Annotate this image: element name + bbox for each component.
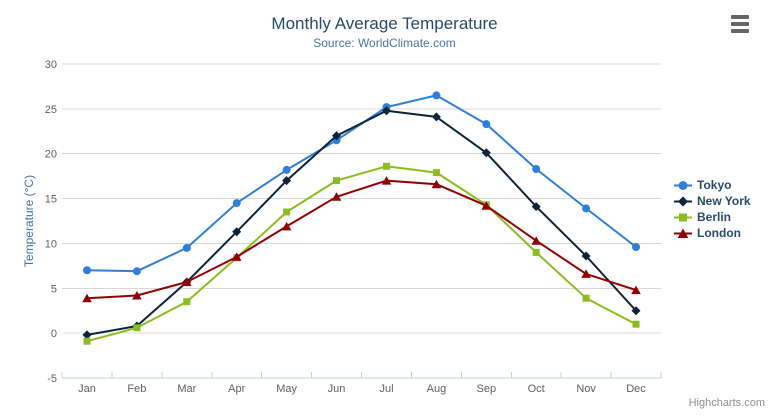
data-point-new-york-may[interactable] — [282, 176, 292, 186]
data-point-london-aug[interactable] — [431, 179, 442, 189]
data-point-new-york-oct[interactable] — [531, 202, 541, 212]
hamburger-icon — [731, 22, 749, 26]
x-axis-label: Jan — [78, 383, 96, 395]
legend-marker-tokyo[interactable] — [678, 180, 688, 190]
data-point-london-feb[interactable] — [132, 291, 142, 300]
data-point-new-york-nov[interactable] — [581, 251, 591, 261]
x-axis-label: Apr — [228, 383, 245, 395]
data-point-london-oct[interactable] — [531, 236, 541, 245]
x-axis-label: Aug — [427, 383, 447, 395]
y-axis-label: 20 — [45, 149, 57, 161]
legend-item-new-york[interactable]: New York — [674, 193, 751, 209]
data-point-berlin-dec[interactable] — [632, 320, 640, 328]
tokyo-circle-icon — [674, 180, 692, 190]
y-axis-label: 0 — [51, 328, 57, 340]
data-point-london-mar[interactable] — [182, 277, 192, 287]
data-point-berlin-feb[interactable] — [133, 324, 141, 332]
data-point-tokyo-jan[interactable] — [83, 266, 91, 275]
data-point-tokyo-feb[interactable] — [132, 267, 141, 276]
chart-subtitle: Source: WorldClimate.com — [313, 36, 456, 50]
data-point-berlin-jul[interactable] — [383, 162, 390, 170]
credits-link[interactable]: Highcharts.com — [688, 397, 765, 409]
legend-label: Tokyo — [697, 178, 732, 192]
hamburger-icon — [731, 29, 749, 33]
data-point-tokyo-apr[interactable] — [232, 199, 241, 208]
series-line-berlin[interactable] — [86, 165, 637, 343]
x-axis-label: May — [276, 383, 297, 395]
london-triangle-icon — [674, 228, 692, 238]
x-axis-label: Dec — [626, 383, 646, 395]
y-axis-label: 10 — [45, 238, 57, 250]
y-axis-label: 30 — [45, 59, 57, 71]
data-point-london-apr[interactable] — [231, 252, 242, 261]
new-york-diamond-icon — [674, 196, 692, 206]
data-point-new-york-aug[interactable] — [431, 112, 441, 122]
legend-item-berlin[interactable]: Berlin — [674, 209, 751, 225]
series-line-new-york[interactable] — [86, 109, 637, 336]
x-axis-label: Nov — [576, 383, 596, 395]
berlin-square-icon — [674, 213, 692, 221]
data-point-tokyo-aug[interactable] — [432, 91, 441, 100]
data-point-new-york-jan[interactable] — [82, 330, 92, 340]
series-line-london[interactable] — [86, 179, 637, 300]
x-axis-label: Jun — [328, 383, 346, 395]
data-point-new-york-sep[interactable] — [481, 148, 491, 158]
legend-marker-berlin[interactable] — [679, 213, 687, 221]
legend-item-london[interactable]: London — [674, 225, 751, 241]
chart-title: Monthly Average Temperature — [271, 14, 498, 33]
y-axis-label: 15 — [45, 194, 57, 206]
data-point-tokyo-oct[interactable] — [532, 165, 541, 173]
legend-label: Berlin — [697, 210, 732, 224]
y-axis-label: 25 — [45, 104, 57, 116]
data-point-berlin-oct[interactable] — [532, 248, 540, 256]
y-axis-label: 5 — [51, 283, 57, 295]
data-point-london-sep[interactable] — [481, 201, 492, 210]
data-point-london-nov[interactable] — [581, 269, 591, 278]
data-point-berlin-mar[interactable] — [183, 298, 191, 306]
data-point-london-may[interactable] — [281, 221, 292, 231]
data-point-london-jul[interactable] — [381, 176, 392, 185]
x-axis-label: Jul — [379, 383, 393, 395]
x-axis-label: Mar — [177, 383, 196, 395]
data-point-london-jan[interactable] — [82, 293, 92, 303]
y-axis-label: -5 — [47, 373, 57, 385]
x-axis-label: Oct — [528, 383, 545, 395]
data-point-tokyo-nov[interactable] — [582, 204, 591, 213]
export-menu-button[interactable] — [731, 15, 749, 33]
legend-marker-london[interactable] — [677, 228, 689, 238]
data-point-berlin-may[interactable] — [283, 208, 291, 216]
data-point-berlin-jun[interactable] — [333, 177, 340, 185]
data-point-tokyo-dec[interactable] — [632, 243, 640, 251]
data-point-london-dec[interactable] — [631, 285, 641, 295]
x-axis-label: Sep — [477, 383, 497, 395]
data-point-new-york-jun[interactable] — [332, 131, 341, 141]
data-point-new-york-jul[interactable] — [382, 106, 391, 116]
data-point-berlin-jan[interactable] — [83, 337, 91, 345]
legend: Tokyo New York Berlin London — [674, 177, 751, 241]
data-point-berlin-aug[interactable] — [432, 169, 440, 177]
hamburger-icon — [731, 15, 749, 19]
y-axis-title: Temperature (°C) — [22, 175, 36, 267]
series-line-tokyo[interactable] — [86, 94, 637, 273]
legend-marker-new-york[interactable] — [678, 196, 688, 206]
data-point-tokyo-mar[interactable] — [182, 243, 191, 252]
data-point-tokyo-sep[interactable] — [482, 120, 491, 129]
x-axis-label: Feb — [127, 383, 146, 395]
legend-label: London — [697, 226, 741, 240]
data-point-tokyo-may[interactable] — [282, 165, 291, 174]
data-point-london-jun[interactable] — [331, 192, 342, 201]
legend-label: New York — [697, 194, 751, 208]
data-point-new-york-dec[interactable] — [631, 306, 641, 316]
data-point-berlin-nov[interactable] — [582, 294, 590, 302]
data-point-new-york-apr[interactable] — [232, 227, 242, 237]
legend-item-tokyo[interactable]: Tokyo — [674, 177, 751, 193]
